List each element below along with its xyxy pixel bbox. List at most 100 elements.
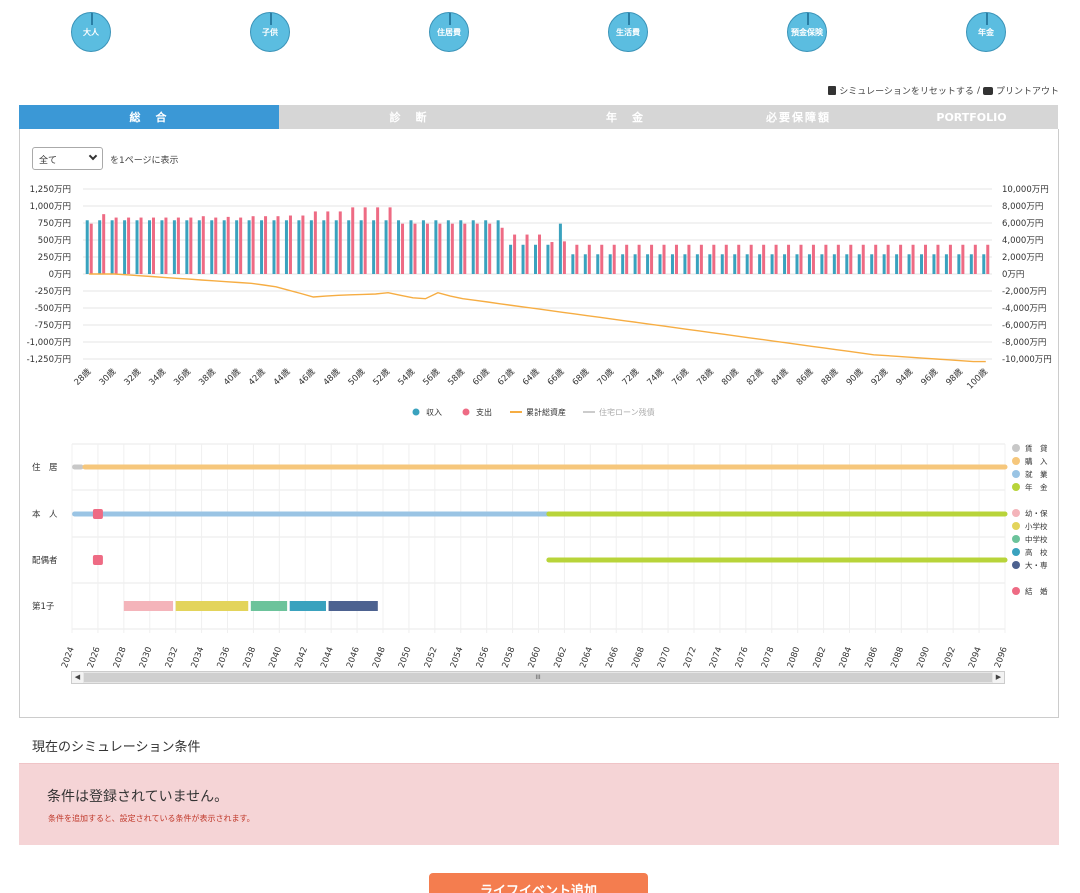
- expense-bar: [625, 244, 629, 274]
- step-savings-insurance[interactable]: 預金保険: [787, 12, 827, 52]
- step-pension[interactable]: 年金: [966, 12, 1006, 52]
- education-segment[interactable]: [123, 601, 174, 611]
- year-tick-label: 2086: [863, 646, 880, 668]
- expense-bar: [674, 244, 678, 274]
- timeline-legend-label: 高 校: [1025, 547, 1048, 557]
- income-bar: [85, 220, 89, 274]
- timeline-legend-marker: [1012, 444, 1020, 452]
- expense-bar: [151, 217, 155, 274]
- scroll-thumb[interactable]: III: [84, 673, 992, 682]
- expense-bar: [575, 244, 579, 274]
- income-bar: [172, 220, 176, 274]
- income-bar: [210, 220, 214, 274]
- step-adult[interactable]: 大人: [71, 12, 111, 52]
- tab-overview[interactable]: 総 合: [19, 105, 279, 129]
- expense-bar: [313, 211, 317, 274]
- expense-bar: [936, 244, 940, 274]
- scroll-right-arrow-icon[interactable]: ▶: [993, 672, 1004, 683]
- year-tick-label: 2074: [708, 646, 725, 668]
- timeline-legend-label: 年 金: [1025, 482, 1048, 492]
- timeline-legend-label: 就 業: [1025, 469, 1048, 479]
- left-axis: 1,250万円 1,000万円 750万円 500万円 250万円 0万円 -250万円 -5…: [27, 185, 71, 365]
- expense-bar: [201, 216, 205, 274]
- income-bar: [969, 254, 973, 274]
- income-bar: [459, 220, 463, 274]
- x-tick-label: 100歳: [965, 366, 991, 392]
- x-tick-label: 32歳: [122, 366, 144, 388]
- expense-bar: [799, 244, 803, 274]
- expense-bar: [239, 217, 243, 274]
- x-tick-label: 94歳: [894, 366, 916, 388]
- income-bar: [658, 254, 662, 274]
- scroll-left-arrow-icon[interactable]: ◀: [72, 672, 83, 683]
- expense-bar: [886, 244, 890, 274]
- year-tick-label: 2026: [86, 646, 103, 668]
- bars-layer: [85, 207, 990, 274]
- expense-bar: [699, 244, 703, 274]
- expense-bar: [401, 223, 405, 274]
- page-size-value: 全て: [39, 156, 58, 166]
- timeline-legend-label: 購 入: [1025, 456, 1048, 466]
- timeline-legend-label: 賃 貸: [1025, 443, 1048, 453]
- left-tick-label: -250万円: [35, 287, 71, 297]
- expense-bar: [276, 216, 280, 274]
- year-tick-label: 2070: [656, 646, 673, 668]
- left-tick-label: 0万円: [49, 270, 71, 280]
- year-tick-label: 2082: [812, 646, 829, 668]
- income-bar: [397, 220, 401, 274]
- year-tick-label: 2094: [967, 646, 984, 668]
- year-tick-label: 2076: [734, 646, 751, 668]
- x-tick-label: 36歳: [172, 366, 194, 388]
- tab-diagnosis[interactable]: 診 断: [279, 105, 539, 129]
- year-tick-label: 2042: [293, 646, 310, 668]
- expense-bar: [127, 217, 131, 274]
- step-children[interactable]: 子供: [250, 12, 290, 52]
- x-tick-label: 60歳: [470, 366, 492, 388]
- step-housing[interactable]: 住居費: [429, 12, 469, 52]
- x-tick-label: 90歳: [844, 366, 866, 388]
- year-tick-label: 2060: [527, 646, 544, 668]
- reset-simulation-link[interactable]: シミュレーションをリセットする: [839, 87, 974, 97]
- year-tick-label: 2062: [552, 646, 569, 668]
- income-bar: [720, 254, 724, 274]
- expense-bar: [712, 244, 716, 274]
- conditions-heading: 現在のシミュレーション条件: [32, 740, 201, 755]
- education-segment[interactable]: [250, 601, 288, 611]
- spouse-marriage-marker[interactable]: [92, 555, 103, 565]
- printer-icon: [982, 86, 993, 95]
- print-link[interactable]: プリントアウト: [995, 87, 1059, 97]
- timeline-legend-label: 小学校: [1025, 521, 1048, 531]
- x-tick-label: 62歳: [495, 366, 517, 388]
- left-tick-label: -750万円: [35, 321, 71, 331]
- add-life-event-button[interactable]: ライフイベント追加: [429, 873, 648, 893]
- expense-bar: [288, 215, 292, 274]
- legend-marker: [462, 408, 470, 416]
- expense-bar: [388, 207, 392, 274]
- expense-bar: [176, 217, 180, 274]
- expense-bar: [114, 217, 118, 274]
- year-tick-label: 2096: [993, 646, 1010, 668]
- expense-bar: [438, 223, 442, 274]
- income-bar: [770, 254, 774, 274]
- education-segment[interactable]: [289, 601, 326, 611]
- timeline-legend-marker: [1012, 587, 1020, 595]
- timeline-scrollbar[interactable]: ◀ III ▶: [71, 671, 1005, 684]
- education-segment[interactable]: [175, 601, 249, 611]
- content-panel: [19, 129, 1059, 718]
- education-segment[interactable]: [328, 601, 378, 611]
- x-tick-label: 72歳: [620, 366, 642, 388]
- tab-portfolio[interactable]: PORTFOLIO: [885, 105, 1058, 129]
- step-navigation: 大人 子供 住居費 生活費 預金保険 年金: [0, 12, 1080, 54]
- income-bar: [359, 220, 363, 274]
- tab-required-coverage[interactable]: 必要保障額: [712, 105, 885, 129]
- marriage-marker[interactable]: [92, 509, 103, 519]
- right-tick-label: 2,000万円: [1002, 253, 1043, 263]
- assets-line: [89, 273, 986, 363]
- expense-bar: [102, 214, 106, 274]
- page-size-select[interactable]: 全て: [32, 147, 103, 170]
- expense-bar: [538, 234, 541, 274]
- timeline-legend-label: 幼・保: [1025, 508, 1048, 518]
- tab-pension[interactable]: 年 金: [539, 105, 712, 129]
- page-size-suffix: を1ページに表示: [110, 156, 179, 166]
- step-living-costs[interactable]: 生活費: [608, 12, 648, 52]
